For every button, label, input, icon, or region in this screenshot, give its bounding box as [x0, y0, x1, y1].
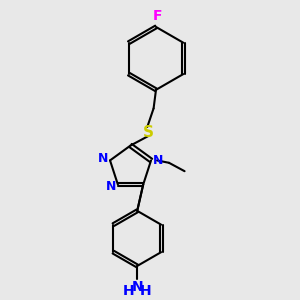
- Text: H: H: [123, 284, 135, 298]
- Text: N: N: [131, 280, 143, 294]
- Text: F: F: [153, 9, 162, 23]
- Text: H: H: [140, 284, 152, 298]
- Text: N: N: [106, 179, 116, 193]
- Text: N: N: [98, 152, 109, 165]
- Text: N: N: [152, 154, 163, 167]
- Text: S: S: [143, 125, 154, 140]
